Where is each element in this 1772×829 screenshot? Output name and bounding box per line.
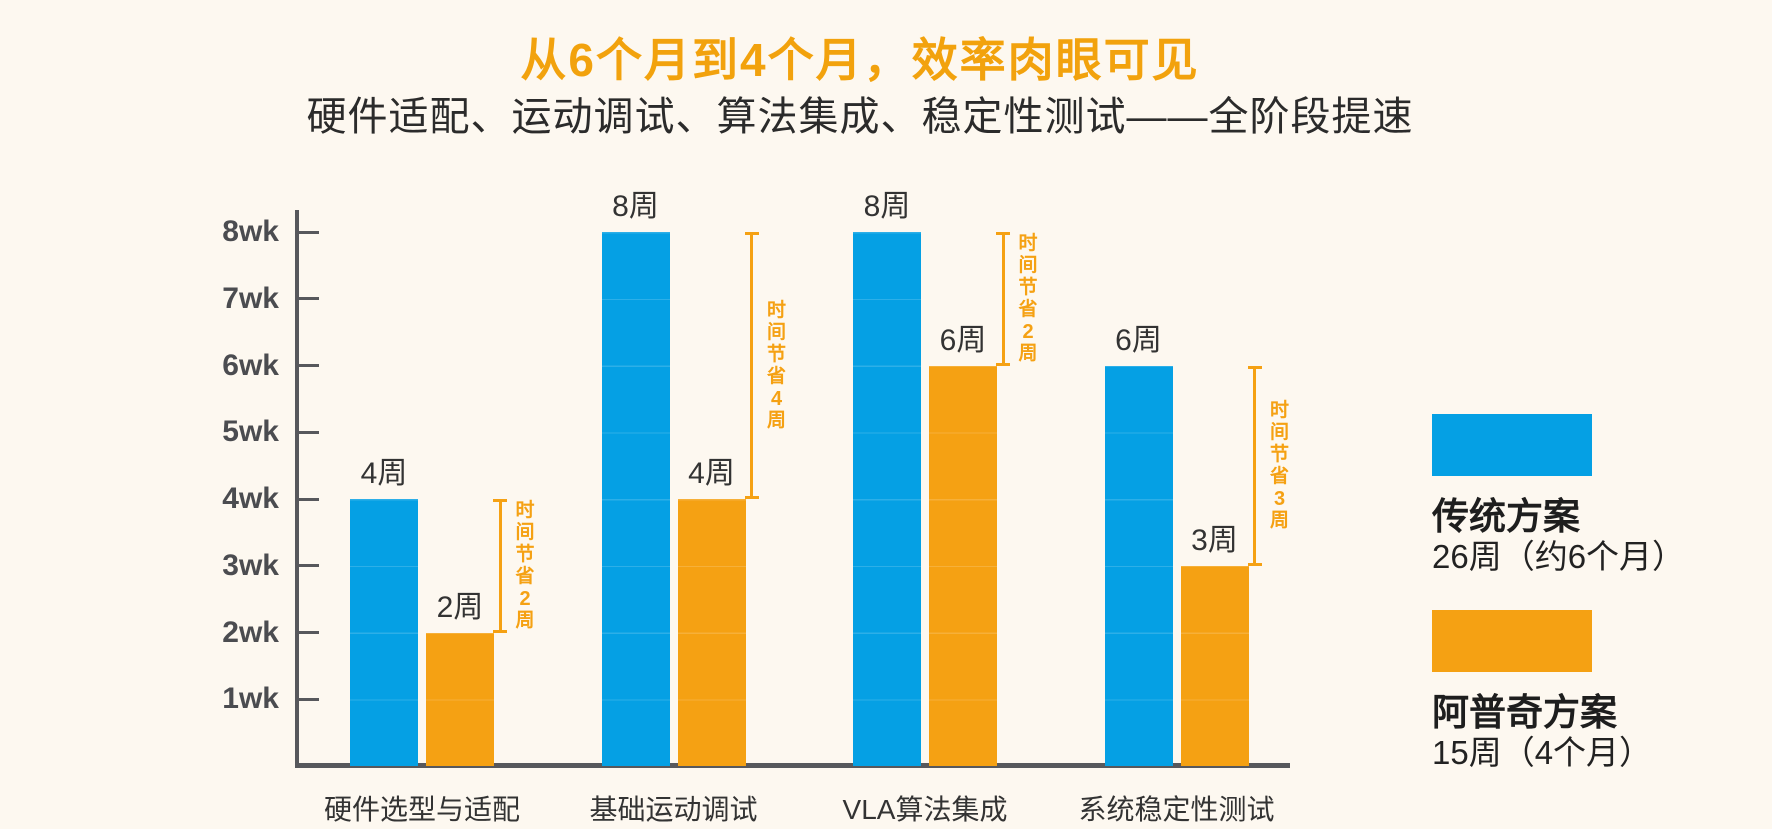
bracket-cap-top	[493, 499, 507, 502]
y-tick-2wk	[299, 631, 319, 634]
bar-value-label: 6周	[1115, 323, 1162, 357]
category-label-3: VLA算法集成	[842, 794, 1008, 825]
y-tick-7wk	[299, 297, 319, 301]
y-tick-3wk	[299, 564, 319, 568]
y-tick-label-5wk: 5wk	[222, 415, 279, 449]
bracket-cap-bottom	[493, 629, 507, 633]
legend-detail-traditional: 26周（约6个月）	[1432, 538, 1686, 575]
bracket-cap-bottom	[996, 362, 1010, 366]
bar-apuqi-3	[929, 365, 997, 766]
bar-traditional-2	[601, 232, 670, 766]
legend-swatch-traditional	[1432, 414, 1592, 476]
savings-bracket-1	[493, 499, 507, 633]
y-tick-label-3wk: 3wk	[222, 548, 279, 582]
bar-value-label: 6周	[939, 323, 987, 357]
category-label-4: 系统稳定性测试	[1078, 794, 1275, 825]
savings-bracket-4	[1247, 365, 1262, 566]
y-tick-label-1wk: 1wk	[222, 682, 279, 716]
legend-name-traditional: 传统方案	[1432, 496, 1580, 537]
bar-value-label: 8周	[612, 190, 659, 223]
legend-swatch-apuqi	[1432, 610, 1592, 672]
y-tick-label-6wk: 6wk	[222, 348, 279, 382]
category-label-2: 基础运动调试	[589, 794, 758, 825]
category-label-1: 硬件选型与适配	[323, 794, 520, 825]
y-tick-label-7wk: 7wk	[222, 281, 279, 315]
bracket-stem	[750, 232, 753, 499]
bar-apuqi-4	[1180, 565, 1249, 766]
bar-value-label: 2周	[436, 590, 484, 624]
savings-bracket-2	[744, 232, 759, 499]
x-axis	[295, 763, 1290, 768]
bracket-cap-top	[1247, 365, 1262, 369]
y-tick-label-2wk: 2wk	[222, 615, 279, 649]
bar-value-label: 3周	[1191, 523, 1238, 557]
y-tick-4wk	[299, 497, 319, 501]
page-subtitle: 硬件适配、运动调试、算法集成、稳定性测试——全阶段提速	[306, 95, 1414, 139]
savings-bracket-3	[996, 232, 1010, 366]
bar-traditional-3	[853, 232, 921, 766]
legend-name-apuqi: 阿普奇方案	[1432, 692, 1617, 733]
bracket-cap-bottom	[744, 496, 759, 499]
bar-value-label: 4周	[360, 457, 408, 490]
y-tick-6wk	[299, 364, 319, 367]
bar-apuqi-2	[677, 499, 746, 766]
bar-apuqi-1	[426, 632, 494, 766]
bar-value-label: 8周	[863, 190, 911, 223]
page-title: 从6个月到4个月，效率肉眼可见	[520, 34, 1200, 86]
y-tick-label-8wk: 8wk	[222, 215, 279, 248]
bar-traditional-1	[350, 499, 418, 766]
y-tick-8wk	[299, 230, 319, 234]
bar-value-label: 4周	[688, 457, 735, 490]
bar-traditional-4	[1104, 365, 1173, 766]
y-tick-1wk	[299, 697, 319, 701]
bracket-cap-bottom	[1247, 562, 1262, 566]
bracket-stem	[498, 499, 502, 633]
bracket-stem	[1253, 365, 1256, 566]
bar-chart: 8wk 7wk 6wk 5wk 4wk 3wk 2wk 1wk 4周 2周硬件选型与适配 时间节省 2…	[222, 190, 1290, 825]
bracket-cap-top	[744, 232, 759, 235]
bracket-stem	[1001, 232, 1005, 366]
y-tick-label-4wk: 4wk	[222, 482, 279, 515]
bracket-cap-top	[996, 232, 1010, 235]
legend-detail-apuqi: 15周（4个月）	[1432, 734, 1653, 771]
y-axis	[295, 210, 299, 768]
y-tick-5wk	[299, 430, 319, 434]
